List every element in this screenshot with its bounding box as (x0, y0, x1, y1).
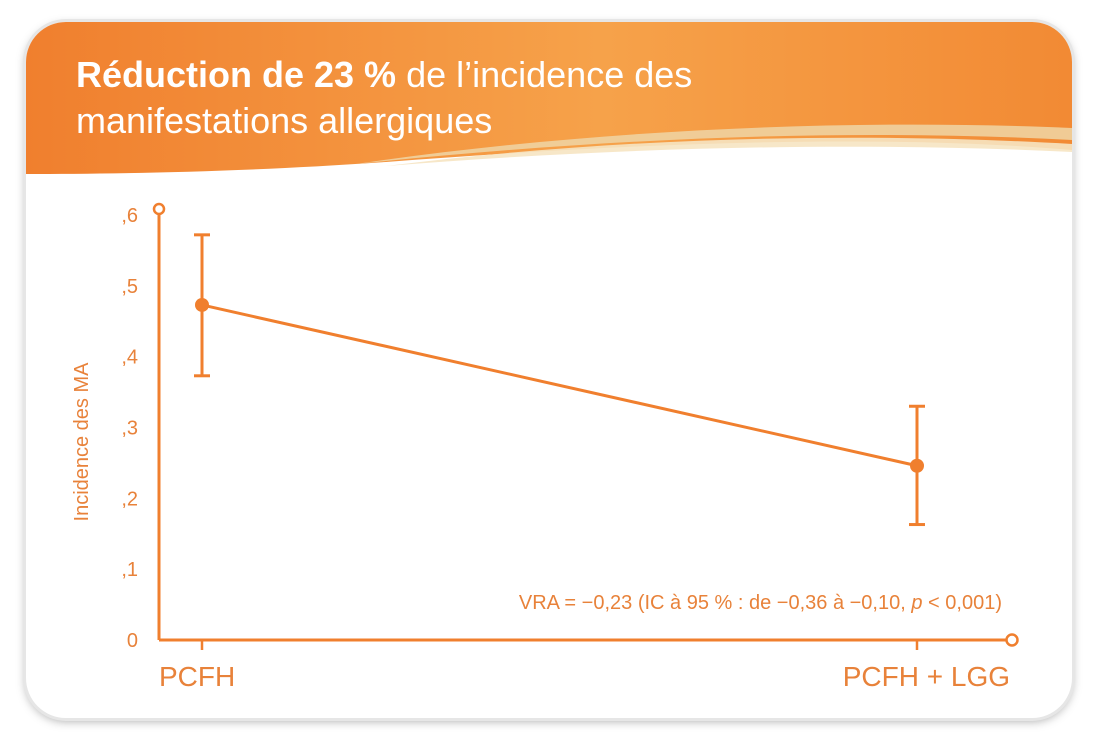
line-chart: Incidence des MA 0 ,1 ,2 ,3 ,4 ,5 ,6 PCFH PCFH … (71, 202, 1019, 692)
y-tick-label: ,4 (121, 347, 138, 369)
y-axis-end-marker (152, 202, 166, 216)
data-point (910, 458, 924, 473)
annotation-suffix: < 0,001) (922, 592, 1002, 614)
title-bold-part: Réduction de 23 % (76, 54, 397, 95)
chart-card: Réduction de 23 % de l’incidence des man… (26, 22, 1072, 718)
y-tick-label: 0 (127, 630, 138, 652)
annotation-prefix: VRA = −0,23 (IC à 95 % : de −0,36 à −0,1… (519, 592, 912, 614)
y-tick-label: ,1 (121, 559, 138, 581)
data-point (195, 297, 209, 312)
title-rest-part: de l’incidence des (396, 54, 693, 95)
annotation-p: p (910, 592, 922, 614)
x-ticks: PCFH PCFH + LGG (159, 640, 1010, 692)
x-axis-end-marker (1005, 633, 1019, 647)
y-tick-label: ,3 (121, 418, 138, 440)
y-tick-label: ,5 (121, 276, 138, 298)
y-tick-label: ,6 (121, 205, 138, 227)
y-axis-label: Incidence des MA (71, 362, 93, 522)
series-group (194, 233, 925, 527)
header-banner (26, 22, 1072, 174)
stats-annotation: VRA = −0,23 (IC à 95 % : de −0,36 à −0,1… (519, 592, 1002, 614)
series-line (201, 303, 918, 468)
y-ticks: 0 ,1 ,2 ,3 ,4 ,5 ,6 (121, 205, 138, 652)
chart-title: Réduction de 23 % de l’incidence des man… (76, 52, 1036, 144)
x-category-label: PCFH + LGG (843, 661, 1010, 692)
x-category-label: PCFH (159, 661, 235, 692)
title-second-line: manifestations allergiques (76, 100, 493, 141)
y-tick-label: ,2 (121, 488, 138, 510)
